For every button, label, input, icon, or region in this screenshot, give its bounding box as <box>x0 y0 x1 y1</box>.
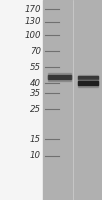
Bar <box>78 75 98 80</box>
Text: 55: 55 <box>30 62 41 72</box>
Text: 70: 70 <box>30 46 41 55</box>
Text: 100: 100 <box>24 30 41 40</box>
Text: 170: 170 <box>24 4 41 14</box>
Text: 15: 15 <box>30 134 41 144</box>
Bar <box>48 75 71 79</box>
Bar <box>43 0 102 200</box>
Bar <box>78 81 98 85</box>
Bar <box>78 76 98 79</box>
Text: 130: 130 <box>24 18 41 26</box>
Text: 10: 10 <box>30 152 41 160</box>
Bar <box>48 73 71 81</box>
Text: 35: 35 <box>30 88 41 98</box>
Text: 40: 40 <box>30 78 41 88</box>
Bar <box>78 79 98 87</box>
Text: 25: 25 <box>30 104 41 114</box>
